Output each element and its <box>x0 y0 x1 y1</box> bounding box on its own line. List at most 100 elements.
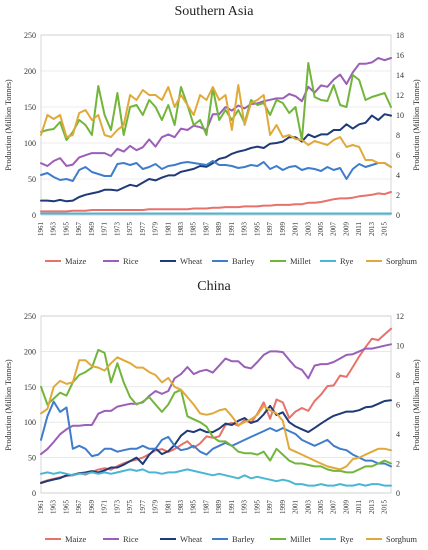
x-tick-label: 1991 <box>228 500 236 515</box>
series-line-barley <box>40 400 392 468</box>
x-ticks: 1961 1963 1965 1967 1969 1971 1973 1975 1977 1979… <box>37 500 389 515</box>
plot-area <box>40 34 392 216</box>
x-tick-label: 2015 <box>381 500 389 515</box>
y-ticks: 0 50 100 150 200 250 <box>24 312 36 498</box>
legend-item-sorghum: Sorghum <box>366 534 417 544</box>
x-tick-label: 1985 <box>190 222 198 237</box>
legend-label: Sorghum <box>386 534 417 544</box>
x-tick-label: 1969 <box>88 500 96 515</box>
y-tick-label: 100 <box>24 139 36 148</box>
series <box>40 57 392 215</box>
x-tick-label: 1971 <box>101 222 109 237</box>
y-ticks: 0 50 100 150 200 250 <box>24 31 36 220</box>
y2-tick-label: 0 <box>396 489 400 498</box>
legend-label: Maize <box>65 534 86 544</box>
x-tick-label: 1977 <box>139 500 147 515</box>
legend-item-rye: Rye <box>320 534 354 544</box>
y2-tick-label: 12 <box>396 312 404 321</box>
y2-tick-label: 18 <box>396 31 404 40</box>
x-tick-label: 1999 <box>279 500 287 515</box>
x-tick-label: 1975 <box>126 500 134 515</box>
y-tick-label: 100 <box>24 418 36 427</box>
y2-tick-label: 4 <box>396 171 400 180</box>
x-tick-label: 1965 <box>62 500 70 515</box>
x-tick-label: 1963 <box>50 222 58 237</box>
plot-frame <box>40 315 392 494</box>
legend: Maize Rice Wheat Barley Millet Rye Sorghum <box>45 534 417 544</box>
y2-tick-label: 2 <box>396 460 400 469</box>
y2-tick-label: 16 <box>396 51 404 60</box>
x-tick-label: 1963 <box>50 500 58 515</box>
series-line-barley <box>40 160 392 182</box>
legend-label: Maize <box>65 256 86 266</box>
chart-china: China Production (Million Tonnes) Produc… <box>4 279 421 544</box>
x-tick-label: 2011 <box>355 222 363 236</box>
series-line-maize <box>40 327 392 484</box>
x-tick-label: 2009 <box>342 500 350 515</box>
y2-tick-label: 10 <box>396 111 404 120</box>
grid <box>41 315 391 494</box>
series-line-millet <box>40 62 392 141</box>
y2-ticks: 0 2 4 6 8 10 12 14 16 18 <box>396 31 404 220</box>
x-tick-label: 1989 <box>215 500 223 515</box>
y2-axis-label: Production (Million Tonnes) <box>412 79 421 171</box>
x-ticks: 1961 1963 1965 1967 1969 1971 1973 1975 1977 1979… <box>37 222 389 237</box>
legend-item-millet: Millet <box>270 256 311 266</box>
x-tick-label: 1969 <box>88 222 96 237</box>
x-tick-label: 1987 <box>202 500 210 515</box>
series-line-rice <box>40 57 392 167</box>
x-tick-label: 1989 <box>215 222 223 237</box>
y-tick-label: 150 <box>24 383 36 392</box>
y-tick-label: 200 <box>24 67 36 76</box>
series-line-sorghum <box>40 356 392 471</box>
series-line-rye <box>40 468 392 487</box>
x-tick-label: 1973 <box>113 222 121 237</box>
legend-label: Millet <box>290 534 311 544</box>
y-tick-label: 250 <box>24 312 36 321</box>
x-tick-label: 1965 <box>62 222 70 237</box>
y-tick-label: 50 <box>28 454 36 463</box>
x-tick-label: 2013 <box>368 500 376 515</box>
x-tick-label: 1979 <box>152 500 160 515</box>
x-tick-label: 2005 <box>317 500 325 515</box>
y2-axis-label: Production (Million Tonnes) <box>412 359 421 451</box>
x-tick-label: 1999 <box>279 222 287 237</box>
y2-tick-label: 10 <box>396 342 404 351</box>
x-tick-label: 1983 <box>177 500 185 515</box>
legend-item-rice: Rice <box>103 256 139 266</box>
legend-item-wheat: Wheat <box>160 534 203 544</box>
x-tick-label: 2007 <box>330 222 338 237</box>
x-tick-label: 2003 <box>304 222 312 237</box>
y2-tick-label: 0 <box>396 211 400 220</box>
legend-label: Sorghum <box>386 256 417 266</box>
y2-tick-label: 2 <box>396 191 400 200</box>
series-line-wheat <box>40 399 392 485</box>
chart-title: China <box>197 279 231 294</box>
x-tick-label: 2001 <box>292 222 300 237</box>
chart-title: Southern Asia <box>175 4 255 19</box>
x-tick-label: 1981 <box>164 500 172 515</box>
legend-label: Rice <box>123 256 139 266</box>
x-tick-label: 1991 <box>228 222 236 237</box>
legend-label: Wheat <box>180 534 203 544</box>
y-tick-label: 150 <box>24 103 36 112</box>
y2-tick-label: 4 <box>396 430 400 439</box>
y-tick-label: 50 <box>28 175 36 184</box>
legend-label: Rye <box>340 534 354 544</box>
y2-tick-label: 8 <box>396 371 400 380</box>
legend-label: Millet <box>290 256 311 266</box>
x-tick-label: 1979 <box>152 222 160 237</box>
series-line-millet <box>40 348 392 474</box>
series <box>40 327 392 487</box>
chart-southern-asia: Southern Asia Production (Million Tonnes… <box>4 4 421 266</box>
x-tick-label: 1981 <box>164 222 172 237</box>
legend-item-wheat: Wheat <box>160 256 203 266</box>
x-tick-label: 2005 <box>317 222 325 237</box>
legend-item-maize: Maize <box>45 534 86 544</box>
legend-item-rice: Rice <box>103 534 139 544</box>
legend-item-millet: Millet <box>270 534 311 544</box>
x-tick-label: 2003 <box>304 500 312 515</box>
x-tick-label: 2011 <box>355 500 363 514</box>
x-tick-label: 2009 <box>342 222 350 237</box>
plot-area <box>40 315 392 494</box>
